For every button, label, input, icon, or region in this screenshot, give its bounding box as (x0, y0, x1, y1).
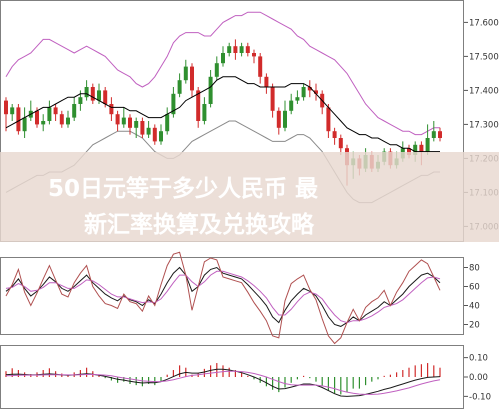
candle-body (190, 66, 194, 91)
candle-body (202, 104, 207, 121)
candle-body (10, 107, 15, 115)
candle-body (90, 87, 95, 101)
candle-body (16, 107, 21, 132)
candle-body (419, 144, 424, 152)
candle-body (140, 121, 145, 135)
overlay-title-line1: 50日元等于多少人民币 最 (48, 175, 319, 202)
overlay-band (0, 152, 499, 242)
bollinger-upper-line (5, 11, 440, 136)
candle-body (134, 121, 139, 128)
macd-y-axis: 0.10 0.00 -0.10 (464, 354, 491, 402)
price-tick-label: 17.4000 (469, 86, 499, 96)
oscillator-y-axis: 80 60 40 20 (464, 264, 480, 331)
moving-average-line (5, 76, 440, 153)
candle-body (171, 93, 176, 115)
candle-body (301, 87, 306, 98)
candle-body (276, 110, 281, 128)
candle-body (177, 80, 182, 94)
price-tick-label: 17.5000 (469, 52, 499, 62)
candle-body (59, 114, 64, 125)
candle-body (425, 138, 430, 152)
oscillator-lines (5, 251, 441, 345)
candle-body (221, 53, 225, 64)
candle-body (152, 127, 157, 142)
candle-body (128, 117, 132, 128)
macd-tick-label: 0.00 (469, 373, 488, 383)
price-tick-label: 17.3000 (469, 120, 499, 130)
oscillator-line-3 (5, 251, 441, 345)
candle-body (438, 131, 442, 138)
candle-body (165, 114, 170, 132)
candle-body (233, 46, 238, 53)
candle-body (307, 87, 312, 91)
oscillator-tick-label: 20 (469, 321, 480, 331)
candle-body (47, 107, 52, 121)
candle-body (245, 46, 250, 53)
candle-body (214, 63, 219, 77)
candle-body (35, 110, 39, 125)
macd-plot-frame (0, 345, 464, 409)
candle-body (196, 90, 201, 121)
candle-body (270, 87, 275, 111)
candle-body (338, 138, 343, 149)
candle-body (22, 117, 27, 132)
candle-body (121, 117, 126, 125)
candlestick-series (4, 39, 442, 186)
oscillator-plot-frame (0, 257, 464, 335)
candle-body (146, 127, 151, 135)
candle-body (84, 87, 89, 98)
overlay-title-line2: 新汇率换算及兑换攻略 (84, 211, 315, 238)
oscillator-tick-label: 80 (469, 264, 480, 274)
candle-body (283, 110, 287, 128)
macd-tick-label: 0.10 (469, 354, 488, 364)
candle-body (314, 90, 318, 94)
candle-body (332, 131, 337, 138)
candle-body (72, 104, 77, 118)
macd-lines (5, 368, 441, 397)
candle-body (289, 100, 294, 111)
macd-panel: 0.10 0.00 -0.10 (0, 345, 491, 409)
overlay-banner: 50日元等于多少人民币 最 新汇率换算及兑换攻略 (0, 152, 499, 242)
macd-signal-line (5, 370, 441, 395)
candle-body (264, 76, 269, 87)
oscillator-panel: 80 60 40 20 (0, 251, 480, 345)
candle-body (53, 107, 58, 115)
candle-body (159, 131, 163, 142)
oscillator-line-2 (5, 270, 441, 324)
candle-body (4, 100, 8, 115)
candle-body (183, 66, 188, 81)
oscillator-line-1 (5, 266, 441, 327)
candle-body (239, 46, 244, 53)
price-tick-label: 17.6000 (469, 18, 499, 28)
candle-body (407, 148, 411, 155)
candle-body (326, 107, 331, 132)
candle-body (258, 56, 263, 77)
candle-body (109, 104, 114, 115)
oscillator-tick-label: 60 (469, 283, 480, 293)
candle-body (41, 121, 46, 125)
candle-body (227, 46, 232, 53)
candle-body (431, 131, 436, 138)
candle-body (103, 90, 108, 104)
candle-body (295, 97, 300, 101)
macd-tick-label: -0.10 (469, 392, 491, 402)
candle-body (66, 117, 70, 125)
candle-body (252, 53, 256, 57)
candle-body (413, 144, 418, 155)
moving-average (5, 76, 440, 153)
oscillator-tick-label: 40 (469, 302, 480, 312)
candle-body (208, 76, 213, 104)
candle-body (115, 114, 120, 125)
candle-body (97, 90, 101, 101)
candle-body (78, 97, 83, 104)
